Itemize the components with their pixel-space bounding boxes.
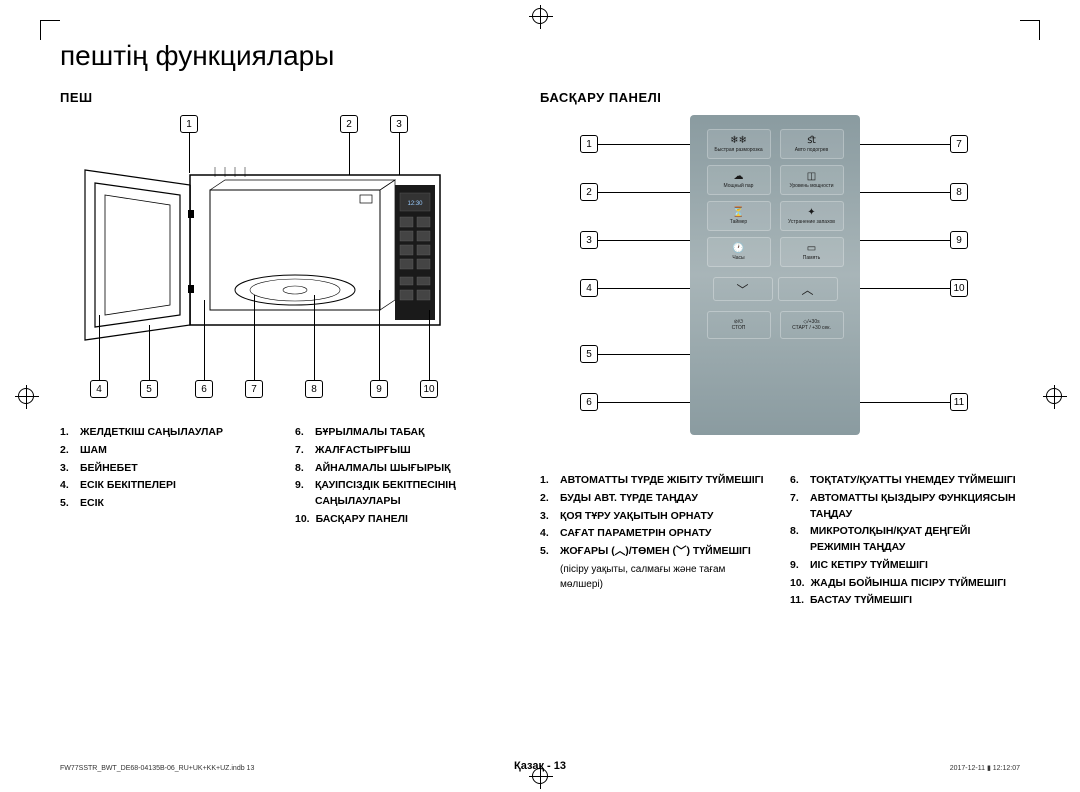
legend-item: 6.БҰРЫЛМАЛЫ ТАБАҚ (295, 425, 510, 441)
leader-line (379, 290, 380, 380)
callout-1: 1 (180, 115, 198, 133)
oven-diagram: 1 2 3 (60, 115, 490, 405)
control-panel: ❄❄Быстрая разморозка ﬆАвто подогрев ☁Мощны… (690, 115, 860, 435)
legend-item: 9.ИІС КЕТІРУ ТҮЙМЕШІГІ (790, 558, 1020, 574)
panel-button: ✦Устранение запахов (780, 201, 844, 231)
leader-line (429, 310, 430, 380)
callout-5: 5 (140, 380, 158, 398)
crop-mark (40, 20, 60, 21)
callout-7: 7 (950, 135, 968, 153)
callout-2: 2 (340, 115, 358, 133)
callout-4: 4 (580, 279, 598, 297)
crop-mark (40, 20, 41, 40)
leader-line (204, 300, 205, 380)
control-panel-diagram: 1 2 3 4 5 6 7 8 9 10 11 ❄❄Быстрая разморозка ﬆАвто… (540, 115, 1020, 445)
footer-timestamp: 2017-12-11 ▮ 12:12:07 (950, 764, 1020, 772)
legend-item: 10.ЖАДЫ БОЙЫНША ПІСІРУ ТҮЙМЕШІГІ (790, 576, 1020, 592)
oven-heading: ПЕШ (60, 90, 510, 105)
registration-mark (18, 388, 34, 404)
leader-line (254, 295, 255, 380)
callout-6: 6 (195, 380, 213, 398)
panel-button: ◫Уровень мощности (780, 165, 844, 195)
callout-3: 3 (580, 231, 598, 249)
registration-mark (1046, 388, 1062, 404)
legend-item: 1.АВТОМАТТЫ ТҮРДЕ ЖІБІТУ ТҮЙМЕШІГІ (540, 473, 770, 489)
leader-line (860, 402, 950, 403)
legend-item: 5.ЖОҒАРЫ (︿)/ТӨМЕН (﹀) ТҮЙМЕШІГІ (540, 544, 770, 560)
callout-11: 11 (950, 393, 968, 411)
panel-section: БАСҚАРУ ПАНЕЛІ 1 2 3 4 5 6 7 8 9 10 11 ❄❄Быстрая … (540, 90, 1020, 611)
stop-button: ⊘/⏻ СТОП (707, 311, 771, 339)
leader-line (860, 240, 950, 241)
legend-subtext: (пісіру уақыты, салмағы және тағам мөлше… (560, 562, 770, 592)
callout-10: 10 (950, 279, 968, 297)
legend-item: 11.БАСТАУ ТҮЙМЕШІГІ (790, 593, 1020, 609)
leader-line (860, 192, 950, 193)
legend-item: 5.ЕСІК (60, 496, 275, 512)
leader-line (598, 354, 690, 355)
down-button: ﹀ (713, 277, 773, 301)
leader-line (598, 288, 690, 289)
callout-8: 8 (950, 183, 968, 201)
leader-line (314, 295, 315, 380)
legend-item: 9.ҚАУІПСІЗДІК БЕКІТПЕСІНІҢ САҢЫЛАУЛАРЫ (295, 478, 510, 510)
leader-line (860, 144, 950, 145)
legend-item: 8.МИКРОТОЛҚЫН/ҚУАТ ДЕҢГЕЙІ РЕЖИМІН ТАҢДА… (790, 524, 1020, 556)
registration-mark (532, 8, 548, 24)
leader-line (598, 240, 690, 241)
up-button: ︿ (778, 277, 838, 301)
callout-2: 2 (580, 183, 598, 201)
callout-6: 6 (580, 393, 598, 411)
panel-button: 🕐Часы (707, 237, 771, 267)
leader-line (598, 144, 690, 145)
legend-item: 4.ЕСІК БЕКІТПЕЛЕРІ (60, 478, 275, 494)
legend-item: 1.ЖЕЛДЕТКІШ САҢЫЛАУЛАР (60, 425, 275, 441)
footer-filename: FW77SSTR_BWT_DE68-04135B-06_RU+UK+KK+UZ.… (60, 765, 254, 772)
callout-9: 9 (950, 231, 968, 249)
legend-item: 6.ТОҚТАТУ/ҚУАТТЫ ҮНЕМДЕУ ТҮЙМЕШІГІ (790, 473, 1020, 489)
legend-item: 8.АЙНАЛМАЛЫ ШЫҒЫРЫҚ (295, 461, 510, 477)
callout-7: 7 (245, 380, 263, 398)
panel-button: ☁Мощный пар (707, 165, 771, 195)
leader-line (598, 192, 690, 193)
callout-8: 8 (305, 380, 323, 398)
page-title: пештің функциялары (60, 40, 1020, 72)
callout-5: 5 (580, 345, 598, 363)
oven-legend: 1.ЖЕЛДЕТКІШ САҢЫЛАУЛАР 2.ШАМ 3.БЕЙНЕБЕТ4.Е… (60, 425, 510, 530)
panel-button: ▭Память (780, 237, 844, 267)
panel-heading: БАСҚАРУ ПАНЕЛІ (540, 90, 1020, 105)
svg-text:12:30: 12:30 (407, 201, 423, 207)
panel-button: ﬆАвто подогрев (780, 129, 844, 159)
callout-1: 1 (580, 135, 598, 153)
leader-line (149, 325, 150, 380)
legend-item: 10.БАСҚАРУ ПАНЕЛІ (295, 512, 510, 528)
oven-illustration: 12:30 (80, 155, 480, 355)
panel-button: ⏳Таймер (707, 201, 771, 231)
page-content: пештің функциялары ПЕШ 1 2 3 (60, 40, 1020, 740)
panel-legend: 1.АВТОМАТТЫ ТҮРДЕ ЖІБІТУ ТҮЙМЕШІГІ 2.БУДЫ… (540, 473, 1020, 611)
legend-item: 2.БУДЫ АВТ. ТҮРДЕ ТАҢДАУ (540, 491, 770, 507)
leader-line (860, 288, 950, 289)
panel-button: ❄❄Быстрая разморозка (707, 129, 771, 159)
legend-item: 4.САҒАТ ПАРАМЕТРІН ОРНАТУ (540, 526, 770, 542)
legend-item: 7.ЖАЛҒАСТЫРҒЫШ (295, 443, 510, 459)
callout-10: 10 (420, 380, 438, 398)
oven-section: ПЕШ 1 2 3 (60, 90, 510, 611)
legend-item: 3.ҚОЯ ТҰРУ УАҚЫТЫН ОРНАТУ (540, 509, 770, 525)
callout-4: 4 (90, 380, 108, 398)
crop-mark (1020, 20, 1040, 21)
crop-mark (1039, 20, 1040, 40)
leader-line (99, 315, 100, 380)
start-button: ◇/+30s СТАРТ / +30 сек. (780, 311, 844, 339)
callout-9: 9 (370, 380, 388, 398)
leader-line (598, 402, 690, 403)
legend-item: 3.БЕЙНЕБЕТ (60, 461, 275, 477)
callout-3: 3 (390, 115, 408, 133)
legend-item: 7.АВТОМАТТЫ ҚЫЗДЫРУ ФУНКЦИЯСЫН ТАҢДАУ (790, 491, 1020, 523)
legend-item: 2.ШАМ (60, 443, 275, 459)
